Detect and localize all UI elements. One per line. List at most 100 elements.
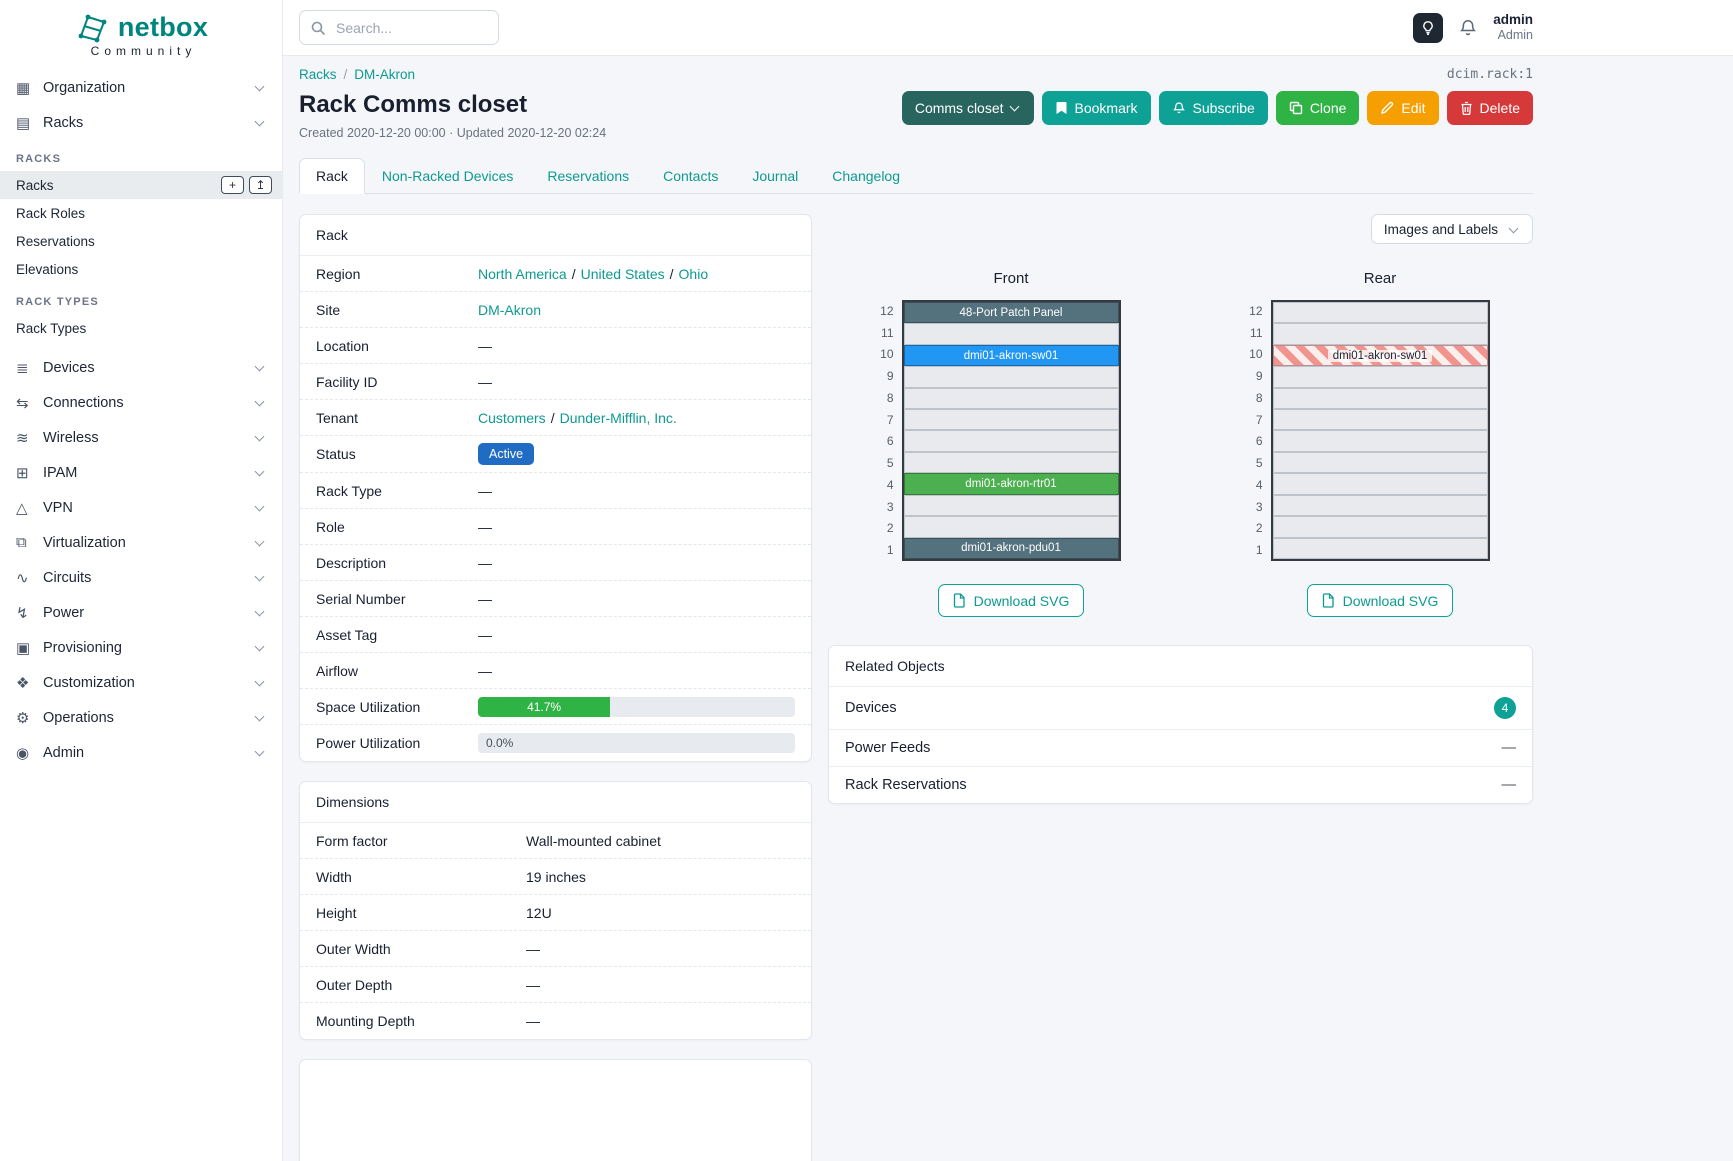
theme-toggle-button[interactable]	[1413, 12, 1444, 43]
sidebar-item-reservations[interactable]: Reservations	[16, 233, 95, 249]
empty-value: —	[478, 662, 492, 679]
related-row-rack-reservations[interactable]: Rack Reservations —	[829, 767, 1532, 803]
tab-rack[interactable]: Rack	[299, 158, 365, 194]
rack-unit-empty[interactable]	[1272, 516, 1488, 538]
chevron-down-icon	[254, 361, 265, 371]
unit-number: 7	[886, 412, 894, 427]
breadcrumb-link-dm-akron[interactable]: DM-Akron	[354, 67, 416, 82]
sidebar-item-connections[interactable]: ⇆ Connections	[0, 385, 282, 420]
unit-number: 2	[1255, 521, 1263, 536]
bookmark-button[interactable]: Bookmark	[1041, 91, 1151, 125]
sidebar-item-customization[interactable]: ❖ Customization	[0, 665, 282, 700]
import-button[interactable]: ↥	[249, 176, 272, 194]
search-box[interactable]	[299, 10, 499, 45]
value-link-dunder-mifflin-inc[interactable]: Dunder-Mifflin, Inc.	[559, 409, 677, 426]
related-row-power-feeds[interactable]: Power Feeds —	[829, 730, 1532, 767]
tab-non-racked-devices[interactable]: Non-Racked Devices	[381, 168, 514, 184]
sidebar-item-ipam[interactable]: ⊞ IPAM	[0, 455, 282, 490]
rack-unit-empty[interactable]	[903, 387, 1119, 410]
search-input[interactable]	[334, 18, 488, 37]
attr-label: Outer Depth	[316, 976, 393, 993]
rack-unit-empty[interactable]	[1272, 409, 1488, 431]
rack-unit-empty[interactable]	[903, 516, 1119, 538]
attr-label: Power Utilization	[316, 735, 421, 751]
rack-unit-empty[interactable]	[1272, 323, 1488, 345]
value-link-ohio[interactable]: Ohio	[678, 265, 709, 282]
download-svg-button-front[interactable]: Download SVG	[937, 584, 1085, 617]
rack-unit-empty[interactable]	[1272, 494, 1488, 517]
rack-unit-empty[interactable]	[1272, 302, 1488, 324]
value-link-united-states[interactable]: United States	[580, 265, 665, 282]
sidebar-item-devices[interactable]: ≣ Devices	[0, 350, 282, 385]
rack-unit-empty[interactable]	[903, 366, 1119, 388]
download-svg-button-rear[interactable]: Download SVG	[1306, 584, 1454, 617]
value-link-customers[interactable]: Customers	[478, 409, 546, 426]
rack-device[interactable]: dmi01-akron-rtr01	[903, 473, 1119, 495]
sidebar-item-elevations[interactable]: Elevations	[16, 261, 79, 277]
unit-number: 9	[1255, 369, 1263, 384]
chevron-down-icon	[254, 676, 265, 686]
tab-changelog[interactable]: Changelog	[832, 168, 901, 184]
rack-device-label: dmi01-akron-rtr01	[965, 478, 1057, 491]
chevron-down-icon	[254, 536, 265, 546]
rack-unit-empty[interactable]	[1272, 387, 1488, 410]
related-row-devices[interactable]: Devices 4	[829, 687, 1532, 730]
sidebar-item-vpn[interactable]: △ VPN	[0, 490, 282, 525]
clone-button[interactable]: Clone	[1275, 91, 1360, 125]
rack-unit-empty[interactable]	[903, 494, 1119, 517]
attr-row-description: Description —	[300, 545, 811, 581]
rack-device[interactable]: dmi01-akron-pdu01	[903, 537, 1119, 559]
netbox-logo[interactable]: netbox Community	[0, 0, 282, 58]
notifications-button[interactable]	[1458, 18, 1478, 38]
comms-closet-dropdown-button[interactable]: Comms closet	[901, 91, 1034, 125]
rack-unit-empty[interactable]	[1272, 473, 1488, 495]
rack-unit-empty[interactable]	[1272, 451, 1488, 474]
rack-device[interactable]: 48-Port Patch Panel	[903, 302, 1119, 324]
tab-reservations[interactable]: Reservations	[547, 168, 630, 184]
chevron-down-icon	[254, 501, 265, 511]
sidebar-item-admin[interactable]: ◉ Admin	[0, 735, 282, 770]
sidebar-item-racks[interactable]: Racks + ↥	[0, 171, 282, 199]
attr-value: DM-Akron	[478, 302, 795, 318]
value-link-north-america[interactable]: North America	[478, 265, 567, 282]
bolt-icon: ↯	[16, 604, 29, 622]
rack-unit-empty[interactable]	[903, 323, 1119, 345]
rack-unit-empty[interactable]	[903, 451, 1119, 474]
sidebar-item-virtualization[interactable]: ⧉ Virtualization	[0, 525, 282, 560]
sidebar-item-rack-types[interactable]: Rack Types	[16, 320, 87, 336]
rack-unit-empty[interactable]	[1272, 366, 1488, 388]
sidebar-item-operations[interactable]: ⚙ Operations	[0, 700, 282, 735]
attr-value: —	[478, 338, 795, 354]
attr-value: Wall-mounted cabinet	[526, 832, 661, 849]
sidebar-item-rack-roles[interactable]: Rack Roles	[16, 205, 86, 221]
sidebar-item-circuits[interactable]: ∿ Circuits	[0, 560, 282, 595]
rack-unit-empty[interactable]	[1272, 537, 1488, 559]
network-icon: △	[16, 499, 28, 517]
add-button[interactable]: +	[221, 176, 244, 194]
sidebar-item-provisioning[interactable]: ▣ Provisioning	[0, 630, 282, 665]
sidebar-item-power[interactable]: ↯ Power	[0, 595, 282, 630]
sidebar-item-organization[interactable]: ▦ Organization	[0, 70, 282, 105]
edit-button[interactable]: Edit	[1367, 91, 1439, 125]
empty-value: —	[478, 626, 492, 643]
user-menu[interactable]: admin Admin	[1493, 12, 1533, 43]
rack-device[interactable]: dmi01-akron-sw01	[903, 344, 1119, 367]
rack-unit-empty[interactable]	[1272, 430, 1488, 452]
rack-grid-rear: dmi01-akron-sw01	[1270, 300, 1490, 561]
attr-row-power-utilization: Power Utilization 0.0%	[300, 725, 811, 761]
main-content: Racks / DM-Akron dcim.rack:1 Rack Comms cl…	[283, 56, 1733, 1161]
breadcrumb-link-racks[interactable]: Racks	[299, 67, 337, 82]
tab-contacts[interactable]: Contacts	[663, 168, 719, 184]
delete-button[interactable]: Delete	[1446, 91, 1533, 125]
sidebar-item-racks[interactable]: ▤ Racks	[0, 105, 282, 140]
tab-journal[interactable]: Journal	[752, 168, 799, 184]
subscribe-button[interactable]: Subscribe	[1158, 91, 1268, 125]
value-link-dm-akron[interactable]: DM-Akron	[478, 301, 542, 318]
sidebar-item-wireless[interactable]: ≋ Wireless	[0, 420, 282, 455]
unit-number: 5	[886, 456, 894, 471]
rack-device[interactable]: dmi01-akron-sw01	[1272, 344, 1488, 367]
rack-unit-empty[interactable]	[903, 409, 1119, 431]
images-and-labels-select[interactable]: Images and Labels	[1370, 214, 1533, 244]
attr-value: 12U	[526, 904, 552, 921]
rack-unit-empty[interactable]	[903, 430, 1119, 452]
